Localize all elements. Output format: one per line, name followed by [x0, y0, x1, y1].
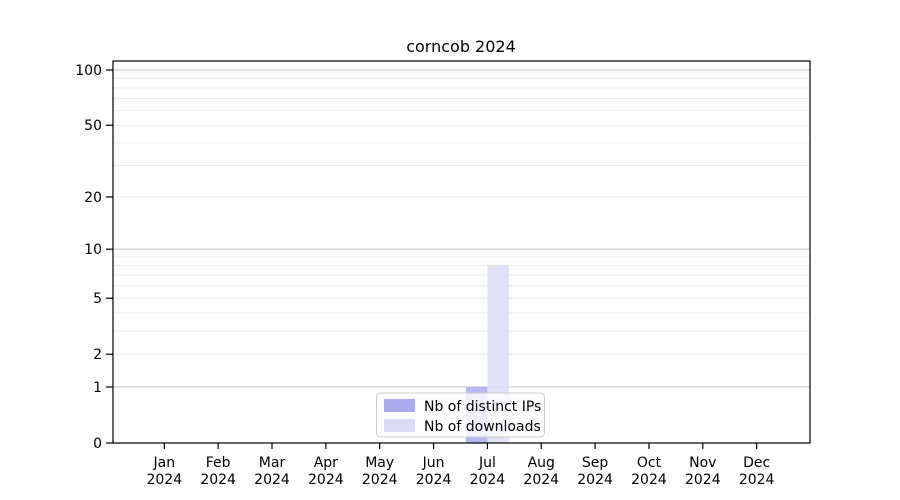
y-tick-label: 5 [93, 291, 102, 307]
x-tick-label-month: Apr [314, 455, 338, 471]
legend: Nb of distinct IPs Nb of downloads [376, 392, 545, 438]
x-tick-label-month: Jun [422, 455, 445, 471]
x-tick-label-year: 2024 [523, 472, 559, 488]
x-tick-label-month: Jan [153, 455, 176, 471]
x-tick-label-year: 2024 [577, 472, 613, 488]
x-tick-label-month: Mar [259, 455, 286, 471]
y-tick-label: 1 [93, 380, 102, 396]
x-tick-label-month: Oct [637, 455, 662, 471]
legend-swatch-distinct-ips [384, 399, 415, 412]
y-tick-label: 20 [84, 190, 102, 206]
x-tick-label-year: 2024 [146, 472, 182, 488]
legend-swatch-downloads [384, 419, 415, 432]
x-tick-label-month: May [365, 455, 394, 471]
x-tick-label-year: 2024 [416, 472, 452, 488]
x-tick-label-month: Jul [478, 455, 496, 471]
x-tick-label-year: 2024 [200, 472, 236, 488]
x-tick-label-month: Aug [528, 455, 555, 471]
x-tick-label-year: 2024 [308, 472, 344, 488]
axes: 0125102050100Jan2024Feb2024Mar2024Apr202… [75, 63, 774, 488]
x-tick-label-month: Feb [206, 455, 231, 471]
gridlines [113, 69, 810, 388]
legend-label-downloads: Nb of downloads [424, 419, 541, 435]
y-tick-label: 2 [93, 347, 102, 363]
x-tick-label-year: 2024 [739, 472, 775, 488]
x-tick-label-year: 2024 [470, 472, 506, 488]
y-tick-label: 10 [84, 242, 102, 258]
x-tick-label-year: 2024 [631, 472, 667, 488]
chart-title: corncob 2024 [406, 37, 516, 56]
legend-box [376, 392, 545, 438]
x-tick-label-month: Sep [582, 455, 609, 471]
x-tick-label-year: 2024 [254, 472, 290, 488]
y-tick-label: 0 [93, 436, 102, 452]
plot-border [112, 60, 811, 444]
x-tick-label-month: Dec [743, 455, 770, 471]
x-tick-label-year: 2024 [685, 472, 721, 488]
x-tick-label-year: 2024 [362, 472, 398, 488]
legend-label-distinct-ips: Nb of distinct IPs [424, 399, 541, 415]
y-tick-label: 50 [84, 118, 102, 134]
x-tick-label-month: Nov [689, 455, 716, 471]
y-tick-label: 100 [75, 63, 102, 79]
